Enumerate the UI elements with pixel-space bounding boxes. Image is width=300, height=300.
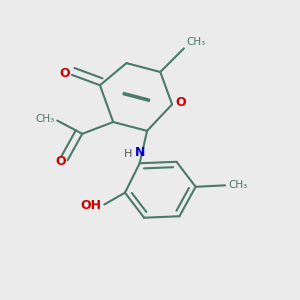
Text: O: O (175, 96, 186, 110)
Text: O: O (55, 155, 65, 168)
Text: CH₃: CH₃ (187, 37, 206, 47)
Text: N: N (134, 146, 145, 159)
Text: H: H (124, 149, 133, 159)
Text: O: O (59, 67, 70, 80)
Text: CH₃: CH₃ (228, 180, 247, 190)
Text: CH₃: CH₃ (35, 114, 54, 124)
Text: OH: OH (80, 200, 101, 212)
